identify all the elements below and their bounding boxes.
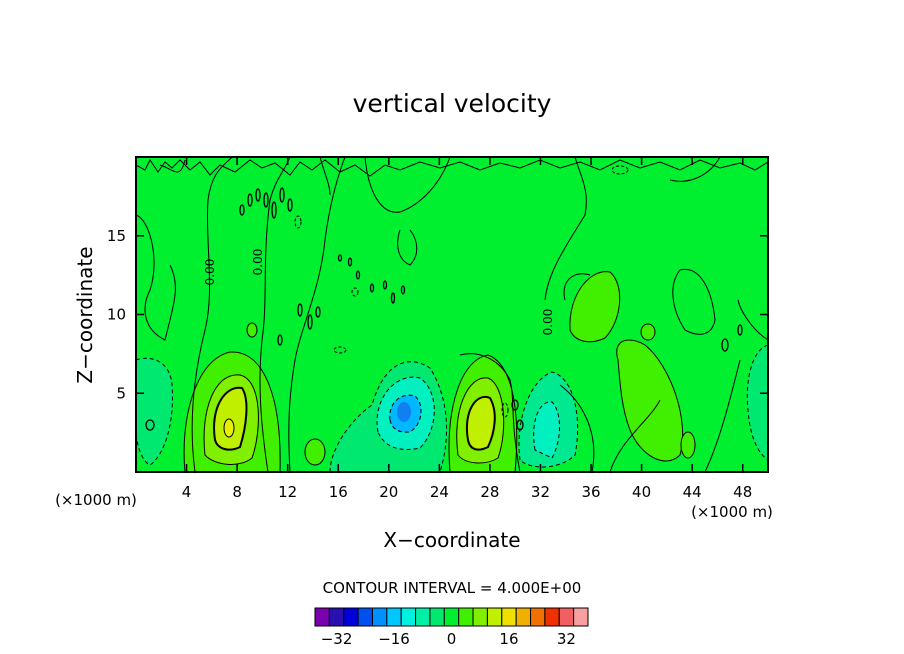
x-tick-label: 16 (329, 483, 348, 501)
colorbar-swatch (386, 607, 402, 627)
x-unit-left: (×1000 m) (55, 491, 137, 509)
x-axis-ticks: 4 8 12 16 20 24 28 32 36 40 44 48 (182, 157, 752, 501)
colorbar-swatch (357, 607, 373, 627)
colorbar-swatch (501, 607, 517, 627)
y-tick-label: 5 (116, 384, 126, 402)
colorbar-swatch (558, 607, 575, 627)
colorbar-swatch (314, 607, 330, 627)
colorbar-swatch (343, 607, 359, 627)
colorbar-swatch (371, 607, 388, 627)
x-tick-label: 8 (232, 483, 242, 501)
zero-contour-lines (136, 157, 768, 472)
updraft-region (569, 271, 621, 343)
small-negative-cells (294, 165, 629, 418)
colorbar-tick-label: 0 (447, 630, 457, 648)
colorbar-swatch (486, 607, 503, 627)
colorbar-swatch (472, 607, 488, 627)
y-axis-label: Z−coordinate (73, 246, 97, 383)
x-tick-label: 40 (632, 483, 651, 501)
colorbar-swatch (515, 607, 532, 627)
colorbar-tick-label: −32 (321, 630, 353, 648)
contour-field (136, 157, 768, 472)
updraft-region (640, 323, 656, 341)
contour-label: 0.00 (251, 249, 265, 276)
x-tick-label: 4 (182, 483, 192, 501)
y-axis-ticks: 5 10 15 (107, 227, 768, 402)
colorbar-tick-labels: −32 −16 0 16 32 (321, 630, 576, 648)
colorbar-swatch (573, 607, 589, 627)
x-tick-label: 24 (430, 483, 449, 501)
downdraft-core (397, 402, 411, 422)
y-tick-label: 15 (107, 227, 126, 245)
updraft-region (304, 438, 326, 466)
x-tick-label: 48 (733, 483, 752, 501)
contour-zero-labels: 0.00 0.00 0.00 (203, 249, 555, 336)
colorbar-swatch (415, 607, 431, 627)
colorbar-swatch (544, 607, 560, 627)
colorbar-swatch (530, 607, 546, 627)
downdraft-region (136, 357, 174, 466)
x-tick-label: 32 (531, 483, 550, 501)
x-tick-label: 20 (379, 483, 398, 501)
x-tick-label: 36 (581, 483, 600, 501)
x-axis-label: X−coordinate (383, 528, 520, 552)
colorbar-swatch (328, 607, 345, 627)
downdraft-core (533, 401, 560, 459)
contour-label: 0.00 (203, 259, 217, 286)
colorbar-tick-label: 32 (557, 630, 576, 648)
colorbar-swatch (429, 607, 445, 627)
colorbar (314, 607, 589, 627)
colorbar-tick-label: 16 (499, 630, 518, 648)
plot-area: 0.00 0.00 0.00 (135, 156, 769, 473)
contour-interval-label: CONTOUR INTERVAL = 4.000E+00 (323, 579, 582, 597)
x-unit-right: (×1000 m) (691, 503, 773, 521)
x-tick-label: 12 (278, 483, 297, 501)
colorbar-swatch (458, 607, 474, 627)
updraft-region (680, 431, 696, 459)
small-contour-cells (145, 187, 743, 431)
colorbar-swatch (443, 607, 460, 627)
x-tick-label: 44 (683, 483, 702, 501)
colorbar-swatch (400, 607, 417, 627)
updraft-region (246, 322, 258, 338)
chart-title: vertical velocity (353, 89, 552, 118)
downdraft-region (746, 344, 768, 461)
top-boundary-noise (136, 159, 768, 177)
colorbar-tick-label: −16 (378, 630, 410, 648)
updraft-core (465, 395, 496, 451)
y-tick-label: 10 (107, 306, 126, 324)
x-tick-label: 28 (480, 483, 499, 501)
contour-label: 0.00 (541, 309, 555, 336)
updraft-region (616, 339, 684, 462)
updraft-core (223, 418, 235, 438)
